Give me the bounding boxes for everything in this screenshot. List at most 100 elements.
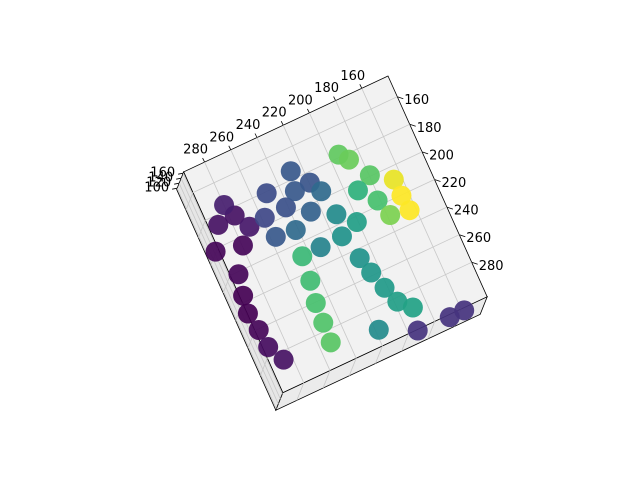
grid-line: [178, 183, 279, 405]
x-tick-label: 260: [209, 130, 234, 145]
y-tick-label: 280: [479, 259, 504, 274]
x-tick-mark: [333, 96, 336, 101]
grid-line: [296, 382, 305, 401]
y-tick-mark: [471, 261, 478, 265]
grid-line: [267, 261, 472, 359]
point: [232, 235, 253, 256]
point: [305, 292, 326, 313]
x-tick-mark: [307, 108, 310, 114]
z-tick-mark: [174, 182, 180, 185]
z-tick-label: 120: [146, 176, 171, 191]
x-tick-mark: [228, 145, 232, 150]
point: [300, 270, 321, 291]
point: [205, 241, 226, 262]
grid-line: [259, 358, 268, 376]
y-tick-label: 240: [454, 204, 479, 219]
point: [361, 262, 382, 283]
grid-line: [361, 88, 462, 310]
z-tick-mark: [178, 172, 184, 175]
grid-line: [401, 333, 409, 352]
point: [359, 165, 380, 186]
x-tick-label: 160: [340, 69, 365, 84]
x-tick-mark: [202, 157, 205, 163]
x-tick-label: 220: [262, 106, 287, 121]
point: [313, 312, 334, 333]
y-tick-mark: [446, 206, 454, 210]
point: [239, 216, 260, 237]
point: [300, 201, 321, 222]
point: [368, 319, 389, 340]
point: [454, 300, 475, 321]
point: [331, 226, 352, 247]
y-tick-mark: [459, 234, 466, 238]
grid-line: [182, 173, 283, 395]
point: [292, 246, 313, 267]
point: [374, 277, 395, 298]
point: [233, 285, 254, 306]
point: [349, 248, 370, 269]
x-tick-label: 280: [183, 143, 208, 158]
grid-line: [180, 178, 281, 400]
point: [228, 264, 249, 285]
grid-line: [348, 358, 357, 376]
point: [258, 337, 279, 358]
point: [214, 195, 235, 216]
point: [338, 149, 359, 170]
y-tick-mark: [397, 96, 404, 100]
y-tick-label: 200: [429, 148, 454, 163]
point: [311, 181, 332, 202]
point: [402, 297, 423, 318]
grid-line: [230, 149, 331, 371]
grid-line: [427, 321, 436, 340]
point: [285, 219, 306, 240]
y-tick-label: 180: [417, 121, 442, 136]
grid-line: [254, 234, 460, 332]
grid-line: [185, 192, 194, 211]
point: [391, 185, 412, 206]
z-tick-label: 160: [150, 166, 175, 181]
z-tick-mark: [176, 177, 182, 180]
point: [399, 200, 420, 221]
point: [320, 332, 341, 353]
y-tick-mark: [409, 123, 416, 127]
grid-line: [197, 220, 206, 238]
x-tick-mark: [359, 84, 363, 89]
z-tick-label: 140: [148, 171, 173, 186]
grid-line: [192, 96, 398, 194]
point: [367, 190, 388, 211]
y-tick-mark: [434, 179, 441, 182]
point: [346, 212, 367, 233]
grid-line: [176, 188, 277, 410]
x-tick-mark: [280, 121, 284, 126]
point: [256, 183, 277, 204]
point: [347, 180, 368, 201]
x-tick-label: 200: [288, 93, 313, 108]
point: [280, 161, 301, 182]
front-pane: [275, 296, 488, 412]
grid-line: [322, 370, 331, 389]
point: [387, 291, 408, 312]
point: [237, 303, 258, 324]
grid-line: [375, 345, 383, 364]
point: [407, 320, 428, 341]
y-tick-label: 160: [404, 93, 429, 108]
x-tick-mark: [254, 133, 258, 138]
point: [275, 197, 296, 218]
point: [284, 181, 305, 202]
point: [254, 207, 275, 228]
point: [208, 214, 229, 235]
z-tick-mark: [172, 187, 178, 190]
z-tick-label: 100: [144, 181, 169, 196]
x-tick-label: 240: [236, 118, 261, 133]
y-tick-mark: [421, 151, 429, 155]
grid-line: [222, 275, 231, 294]
y-tick-label: 220: [442, 176, 467, 191]
point: [248, 319, 269, 340]
point: [383, 169, 404, 190]
y-tick-label: 260: [466, 231, 491, 246]
point: [326, 204, 347, 225]
point: [273, 349, 294, 370]
x-tick-label: 180: [314, 81, 339, 96]
grid-line: [242, 206, 448, 304]
